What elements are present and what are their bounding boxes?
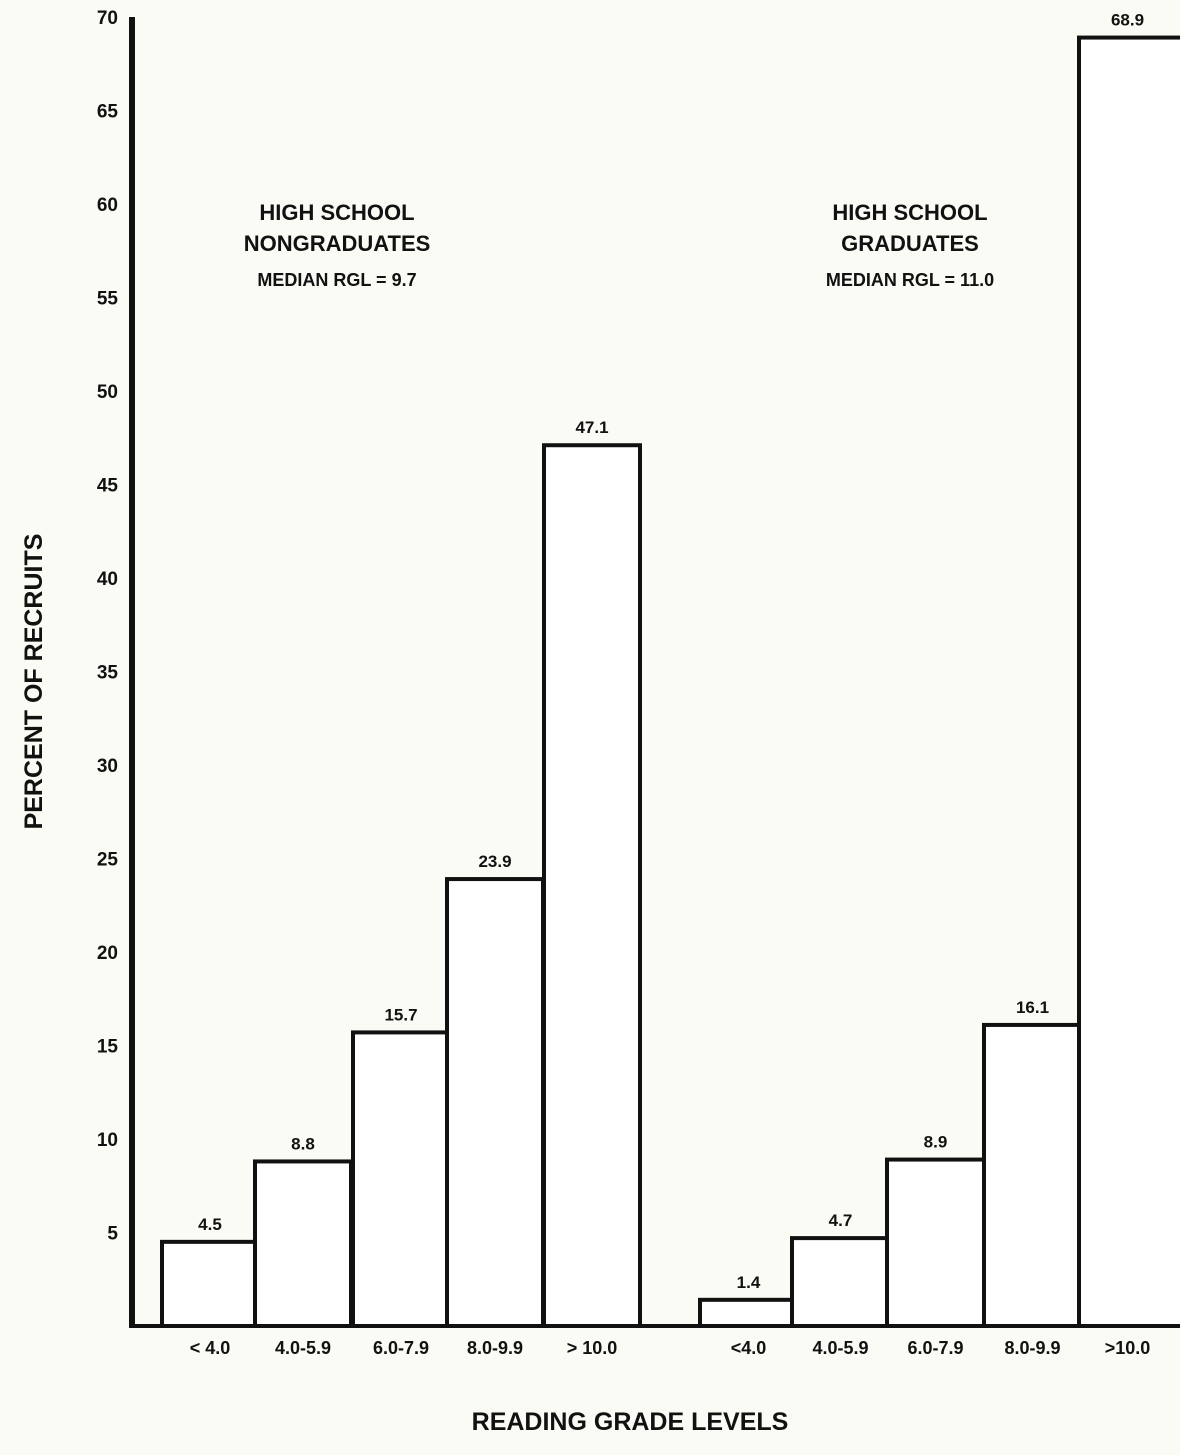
bar-value-label: 8.9 — [924, 1133, 948, 1152]
x-tick-label: 8.0-9.9 — [1004, 1338, 1060, 1358]
bar-value-label: 68.9 — [1111, 11, 1144, 30]
y-tick-label: 15 — [97, 1037, 119, 1058]
bar-value-label: 4.7 — [829, 1211, 853, 1230]
bar — [698, 1297, 799, 1328]
bar — [1077, 35, 1180, 1329]
x-tick-label: <4.0 — [731, 1338, 767, 1358]
bar-value-label: 4.5 — [198, 1215, 222, 1234]
bar — [160, 1239, 260, 1328]
panel-title-line: GRADUATES — [841, 231, 979, 256]
x-tick-label: 6.0-7.9 — [373, 1338, 429, 1358]
y-tick-label: 55 — [97, 289, 119, 310]
bar-value-label: 1.4 — [737, 1273, 761, 1292]
bar — [253, 1159, 353, 1328]
panel-title-line: HIGH SCHOOL — [832, 200, 987, 225]
bar — [351, 1030, 451, 1329]
bar-value-label: 8.8 — [291, 1134, 315, 1153]
x-tick-label: > 10.0 — [567, 1338, 618, 1358]
y-tick-label: 10 — [97, 1130, 118, 1151]
panel-title-line: NONGRADUATES — [244, 231, 431, 256]
bar-value-label: 15.7 — [384, 1005, 417, 1024]
bar — [885, 1157, 986, 1328]
y-tick-label: 40 — [97, 569, 118, 590]
x-tick-label: 6.0-7.9 — [907, 1338, 963, 1358]
y-tick-label: 25 — [97, 850, 119, 871]
y-axis-title: PERCENT OF RECRUITS — [20, 534, 48, 830]
x-tick-label: 8.0-9.9 — [467, 1338, 523, 1358]
panel-median-label: MEDIAN RGL = 9.7 — [257, 270, 416, 290]
panel-title-line: HIGH SCHOOL — [259, 200, 414, 225]
y-tick-label: 70 — [97, 8, 118, 29]
y-tick-label: 35 — [97, 663, 119, 684]
y-tick-label: 50 — [97, 382, 118, 403]
bar-value-label: 23.9 — [478, 852, 511, 871]
y-tick-label: 5 — [107, 1224, 118, 1245]
y-tick-label: 20 — [97, 943, 118, 964]
x-tick-label: 4.0-5.9 — [812, 1338, 868, 1358]
bar-value-label: 16.1 — [1016, 998, 1049, 1017]
y-tick-label: 60 — [97, 195, 118, 216]
x-tick-label: 4.0-5.9 — [275, 1338, 331, 1358]
bar — [542, 443, 642, 1329]
x-tick-label: < 4.0 — [190, 1338, 231, 1358]
y-tick-label: 30 — [97, 756, 118, 777]
y-tick-label: 45 — [97, 476, 119, 497]
bar-value-label: 47.1 — [575, 418, 608, 437]
y-tick-label: 65 — [97, 102, 119, 123]
x-tick-label: >10.0 — [1105, 1338, 1151, 1358]
bar — [790, 1236, 891, 1328]
bar — [445, 877, 545, 1328]
x-axis-title: READING GRADE LEVELS — [472, 1408, 789, 1436]
bar — [982, 1022, 1083, 1329]
panel-median-label: MEDIAN RGL = 11.0 — [826, 270, 994, 290]
